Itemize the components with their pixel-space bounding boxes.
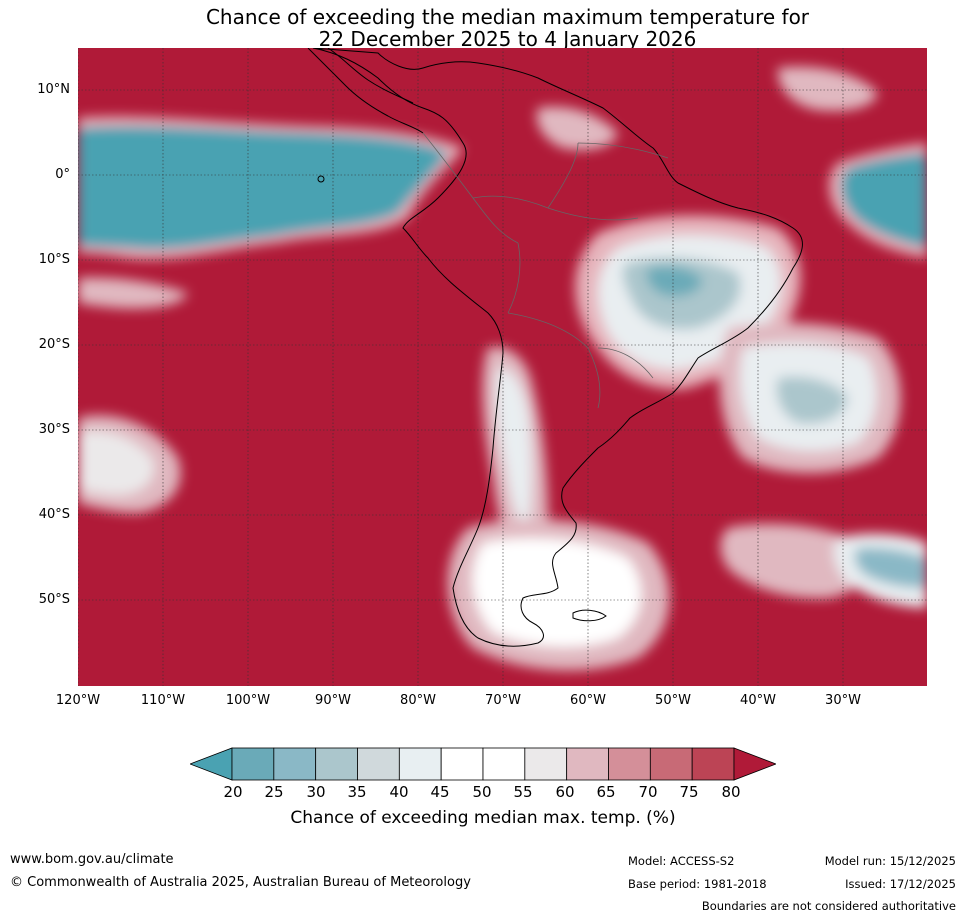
colorbar-tick: 20 xyxy=(223,783,243,801)
lat-label-10s: 10°S xyxy=(38,252,70,267)
map-title-line-2: 22 December 2025 to 4 January 2026 xyxy=(318,27,697,51)
lon-label-120w: 120°W xyxy=(55,693,101,708)
colorbar-segment xyxy=(315,747,358,781)
colorbar-segment xyxy=(273,747,317,781)
lon-label-110w: 110°W xyxy=(140,693,186,708)
colorbar-tick: 25 xyxy=(264,783,284,801)
colorbar-segment xyxy=(231,747,275,781)
colorbar-segment xyxy=(440,747,484,781)
colorbar xyxy=(190,747,776,781)
model-run-date: Model run: 15/12/2025 xyxy=(824,854,956,868)
lon-label-70w: 70°W xyxy=(485,693,521,708)
map-title-line-1: Chance of exceeding the median maximum t… xyxy=(205,5,810,29)
website-link[interactable]: www.bom.gov.au/climate xyxy=(10,852,174,867)
lat-label-50s: 50°S xyxy=(38,592,70,607)
issued-date: Issued: 17/12/2025 xyxy=(845,877,956,891)
colorbar-segment xyxy=(398,747,442,781)
colorbar-tick: 45 xyxy=(430,783,450,801)
country-borders xyxy=(422,132,669,409)
galapagos-islands xyxy=(317,175,325,183)
model-name: Model: ACCESS-S2 xyxy=(628,854,735,868)
lon-label-60w: 60°W xyxy=(570,693,606,708)
colorbar-tick: 50 xyxy=(472,783,492,801)
central-america-coastline xyxy=(307,47,424,134)
colorbar-tick: 40 xyxy=(389,783,409,801)
colorbar-tick: 70 xyxy=(638,783,658,801)
lon-label-80w: 80°W xyxy=(400,693,436,708)
colorbar-segment xyxy=(566,747,609,781)
colorbar-segment xyxy=(649,747,693,781)
lon-label-90w: 90°W xyxy=(315,693,351,708)
colorbar-tick: 80 xyxy=(721,783,741,801)
boundary-disclaimer: Boundaries are not considered authoritat… xyxy=(701,899,956,913)
lat-label-20s: 20°S xyxy=(38,337,70,352)
colorbar-tick: 75 xyxy=(679,783,699,801)
lat-label-40s: 40°S xyxy=(38,507,70,522)
colorbar-tick: 60 xyxy=(555,783,575,801)
map-canvas xyxy=(77,47,927,686)
lon-label-100w: 100°W xyxy=(225,693,271,708)
colorbar-label: Chance of exceeding median max. temp. (%… xyxy=(290,808,676,828)
colorbar-over-arrow xyxy=(733,747,776,781)
lat-label-30s: 30°S xyxy=(38,422,70,437)
colorbar-segment xyxy=(691,747,735,781)
falkland-islands xyxy=(572,609,607,622)
colorbar-segment xyxy=(357,747,400,781)
lon-label-40w: 40°W xyxy=(740,693,776,708)
lat-label-0: 0° xyxy=(55,167,70,182)
colorbar-tick: 35 xyxy=(347,783,367,801)
lon-label-50w: 50°W xyxy=(655,693,691,708)
copyright-text: © Commonwealth of Australia 2025, Austra… xyxy=(10,875,471,890)
probability-map xyxy=(77,47,927,686)
colorbar-tick: 65 xyxy=(596,783,616,801)
lat-label-10n: 10°N xyxy=(37,82,70,97)
colorbar-under-arrow xyxy=(190,747,233,781)
colorbar-segment xyxy=(524,747,568,781)
base-period: Base period: 1981-2018 xyxy=(628,877,767,891)
south-america-coastline xyxy=(312,47,803,647)
graticule xyxy=(77,48,927,686)
colorbar-segment xyxy=(608,747,651,781)
lon-label-30w: 30°W xyxy=(825,693,861,708)
colorbar-tick: 30 xyxy=(306,783,326,801)
colorbar-segment xyxy=(482,747,526,781)
colorbar-tick: 55 xyxy=(513,783,533,801)
